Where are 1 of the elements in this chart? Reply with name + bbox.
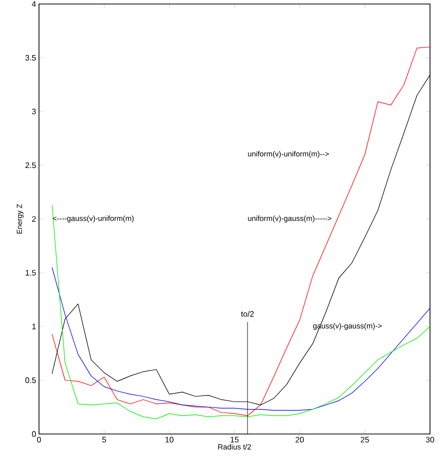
line-series <box>52 204 430 420</box>
